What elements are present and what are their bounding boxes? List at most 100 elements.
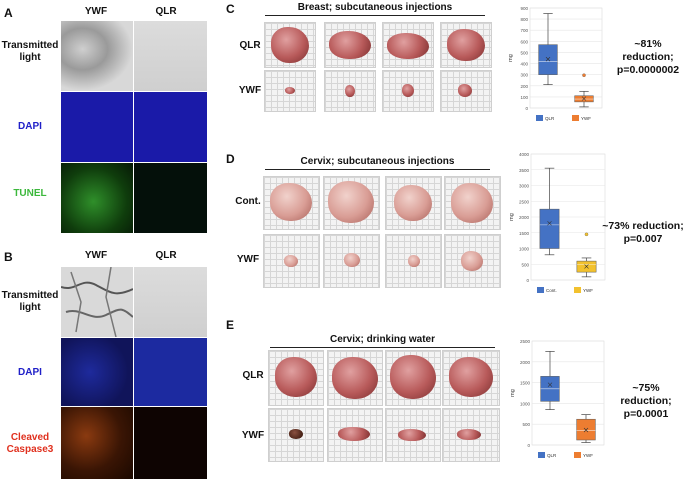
mean-marker bbox=[547, 221, 552, 226]
y-tick-label: 400 bbox=[520, 62, 528, 67]
panel-b-row-dapi-label: DAPI bbox=[18, 367, 42, 378]
panel-d-tumor-ywf-3 bbox=[385, 234, 442, 288]
panel-e-chart: 0 500 1000 1500 2000 2500 mg QLR YWF bbox=[508, 335, 618, 470]
legend-swatch bbox=[572, 115, 579, 121]
y-tick-label: 3000 bbox=[519, 184, 530, 189]
panel-a-row-tunel-label: TUNEL bbox=[13, 188, 47, 199]
panel-b-image-ywf-caspase bbox=[61, 407, 133, 479]
y-tick-label: 3500 bbox=[519, 168, 530, 173]
panel-c-tumor-qlr-2 bbox=[324, 22, 376, 68]
panel-e-tumor-ywf-1 bbox=[268, 408, 324, 462]
panel-c-tumor-ywf-4 bbox=[440, 70, 492, 112]
panel-c-stat: ~81% reduction; p=0.0000002 bbox=[616, 38, 680, 76]
panel-e-stat: ~75% reduction; p=0.0001 bbox=[620, 382, 672, 420]
panel-a-image-ywf-tunel bbox=[61, 163, 133, 233]
y-axis-label: mg bbox=[508, 54, 514, 62]
panel-e-tumor-qlr-2 bbox=[327, 350, 383, 406]
outlier-point bbox=[582, 73, 586, 77]
y-tick-label: 900 bbox=[520, 6, 528, 11]
panel-d-row-cont-label: Cont. bbox=[235, 196, 261, 207]
mean-marker bbox=[581, 96, 587, 101]
panel-c-bracket bbox=[265, 15, 485, 16]
outlier-point bbox=[584, 232, 589, 237]
y-axis-label: mg bbox=[510, 389, 516, 397]
panel-b-row-caspase-label: Cleaved Caspase3 bbox=[6, 432, 54, 455]
y-tick-label: 1000 bbox=[520, 401, 531, 406]
legend-swatch bbox=[574, 452, 581, 458]
legend-label: YWF bbox=[583, 288, 593, 293]
legend-label: YWF bbox=[581, 116, 591, 121]
y-tick-label: 0 bbox=[527, 443, 530, 448]
y-tick-label: 500 bbox=[521, 262, 529, 267]
y-tick-label: 500 bbox=[522, 422, 530, 427]
panel-d-chart: 0 500 1000 1500 2000 2500 3000 3500 4000 mg Cont. Y… bbox=[505, 150, 617, 310]
panel-d-tumor-ywf-1 bbox=[263, 234, 320, 288]
panel-c-tumor-qlr-4 bbox=[440, 22, 492, 68]
panel-d-title: Cervix; subcutaneous injections bbox=[300, 156, 455, 167]
panel-c-tumor-ywf-3 bbox=[382, 70, 434, 112]
panel-d-tumor-ywf-4 bbox=[444, 234, 501, 288]
panel-a-image-qlr-dapi bbox=[134, 92, 207, 162]
y-tick-label: 1500 bbox=[520, 381, 531, 386]
panel-b-image-qlr-transmitted bbox=[134, 267, 207, 337]
y-tick-label: 500 bbox=[520, 50, 528, 55]
panel-c-row-ywf-label: YWF bbox=[238, 85, 262, 96]
panel-a-row-dapi-label: DAPI bbox=[18, 121, 42, 132]
panel-c-tumor-ywf-1 bbox=[264, 70, 316, 112]
panel-e-tumor-qlr-1 bbox=[268, 350, 324, 406]
panel-e-tumor-qlr-3 bbox=[385, 350, 441, 406]
box bbox=[538, 44, 558, 75]
panel-b-image-ywf-dapi bbox=[61, 338, 133, 406]
legend-label: Cont. bbox=[546, 288, 557, 293]
panel-a-image-ywf-dapi bbox=[61, 92, 133, 162]
box bbox=[539, 208, 560, 249]
y-tick-label: 2500 bbox=[520, 339, 531, 344]
panel-b-label: B bbox=[4, 250, 13, 264]
legend-swatch bbox=[574, 287, 581, 293]
y-tick-label: 4000 bbox=[519, 152, 530, 157]
panel-c-tumor-ywf-2 bbox=[324, 70, 376, 112]
panel-e-row-qlr-label: QLR bbox=[242, 370, 264, 381]
panel-d-chart-svg: 0 500 1000 1500 2000 2500 3000 3500 4000 mg Cont. Y… bbox=[509, 152, 606, 293]
panel-d-tumor-ywf-2 bbox=[323, 234, 380, 288]
legend-swatch bbox=[536, 115, 543, 121]
y-tick-label: 2000 bbox=[519, 215, 530, 220]
panel-e-tumor-qlr-4 bbox=[442, 350, 500, 406]
panel-b-col-ywf: YWF bbox=[84, 250, 108, 261]
panel-a-image-qlr-transmitted bbox=[134, 21, 207, 91]
panel-c-tumor-qlr-1 bbox=[264, 22, 316, 68]
panel-b-col-qlr: QLR bbox=[155, 250, 177, 261]
panel-c-chart: 0 100 200 300 400 500 600 700 800 900 mg QLR YWF bbox=[508, 2, 618, 132]
panel-d-tumor-cont-4 bbox=[444, 176, 501, 230]
y-axis-label: mg bbox=[509, 213, 515, 221]
panel-a-label: A bbox=[4, 6, 13, 20]
panel-c-title: Breast; subcutaneous injections bbox=[297, 2, 453, 13]
y-tick-label: 300 bbox=[520, 73, 528, 78]
panel-a-col-qlr: QLR bbox=[155, 6, 177, 17]
panel-c-chart-svg: 0 100 200 300 400 500 600 700 800 900 mg QLR YWF bbox=[508, 6, 603, 121]
panel-d-stat: ~73% reduction; p=0.007 bbox=[602, 220, 684, 245]
panel-e-bracket bbox=[270, 347, 495, 348]
panel-c-label: C bbox=[226, 2, 235, 16]
y-tick-label: 0 bbox=[526, 278, 529, 283]
legend-label: QLR bbox=[547, 453, 557, 458]
panel-a-row-transmitted-label: Transmitted light bbox=[1, 40, 59, 63]
panel-d-tumor-cont-2 bbox=[323, 176, 380, 230]
legend-label: YWF bbox=[583, 453, 593, 458]
panel-e-tumor-ywf-4 bbox=[442, 408, 500, 462]
panel-e-label: E bbox=[226, 318, 235, 332]
mean-marker bbox=[545, 56, 551, 62]
mean-marker bbox=[584, 264, 589, 269]
mean-marker bbox=[547, 382, 553, 387]
panel-e-chart-svg: 0 500 1000 1500 2000 2500 mg QLR YWF bbox=[510, 339, 605, 458]
panel-e-tumor-ywf-2 bbox=[327, 408, 383, 462]
panel-e-title: Cervix; drinking water bbox=[329, 334, 436, 345]
panel-c-tumor-qlr-3 bbox=[382, 22, 434, 68]
panel-a-image-qlr-tunel bbox=[134, 163, 207, 233]
panel-d-bracket bbox=[265, 169, 490, 170]
y-tick-label: 0 bbox=[525, 106, 528, 111]
y-tick-label: 1000 bbox=[519, 247, 530, 252]
y-tick-label: 100 bbox=[520, 95, 528, 100]
panel-a-image-ywf-transmitted bbox=[61, 21, 133, 91]
legend-swatch bbox=[537, 287, 544, 293]
